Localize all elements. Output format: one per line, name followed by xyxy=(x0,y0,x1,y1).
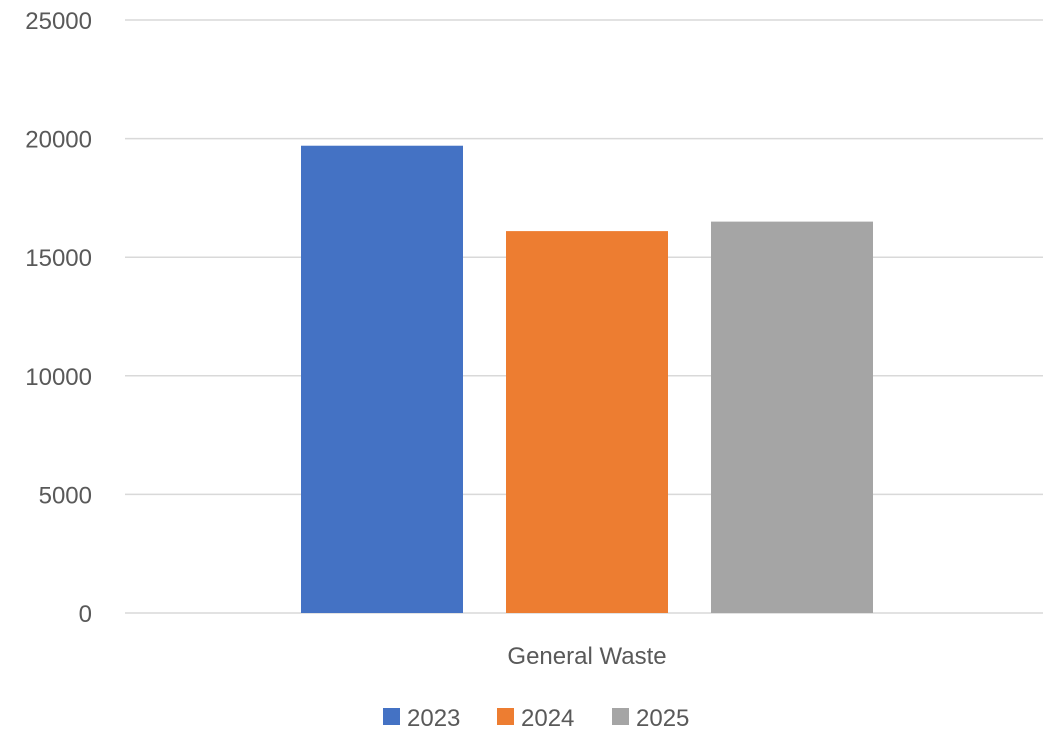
y-tick-label: 10000 xyxy=(25,364,92,391)
legend-item-2023: 2023 xyxy=(383,705,460,732)
bars xyxy=(301,145,873,613)
legend-label: 2025 xyxy=(636,705,689,732)
legend-item-2025: 2025 xyxy=(612,705,689,732)
bar-2025 xyxy=(711,221,873,613)
y-tick-label: 20000 xyxy=(25,127,92,154)
x-axis-tick-labels: General Waste xyxy=(507,643,666,670)
legend-swatch xyxy=(497,708,514,725)
y-tick-label: 0 xyxy=(79,601,92,628)
x-tick-label: General Waste xyxy=(507,643,666,670)
bar-2024 xyxy=(506,231,668,613)
legend-swatch xyxy=(612,708,629,725)
legend: 2023 2024 2025 xyxy=(383,705,689,732)
legend-swatch xyxy=(383,708,400,725)
y-axis-tick-labels: 0 5000 10000 15000 20000 25000 xyxy=(25,8,92,628)
legend-item-2024: 2024 xyxy=(497,705,574,732)
y-tick-label: 5000 xyxy=(39,482,92,509)
y-tick-label: 15000 xyxy=(25,245,92,272)
legend-label: 2024 xyxy=(521,705,574,732)
bar-2023 xyxy=(301,145,463,613)
legend-label: 2023 xyxy=(407,705,460,732)
y-tick-label: 25000 xyxy=(25,8,92,35)
